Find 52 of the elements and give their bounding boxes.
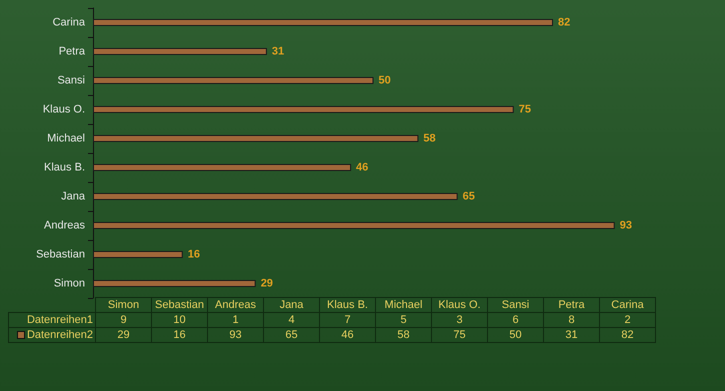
y-tick-label: Petra [58, 46, 86, 58]
y-tick-label: Klaus O. [42, 104, 85, 116]
data-label: 93 [620, 220, 632, 232]
data-label: 3 [432, 312, 488, 328]
data-label: 6 [488, 312, 544, 328]
data-label: 65 [264, 328, 320, 342]
data-label: 93 [208, 328, 264, 342]
y-tick-label: Carina [52, 16, 86, 28]
data-label: 75 [518, 104, 531, 116]
data-label: 46 [320, 328, 376, 342]
data-label: 16 [152, 328, 208, 342]
y-tick-label: Simon [54, 278, 85, 290]
data-label: 4 [264, 312, 320, 328]
data-label: 82 [558, 16, 570, 28]
data-label: 5 [376, 312, 432, 328]
data-label: 10 [152, 312, 208, 328]
y-tick-label: Sansi [57, 74, 85, 86]
category-label: Klaus B. [320, 298, 376, 312]
category-label: Michael [376, 298, 432, 312]
category-label: Klaus O. [432, 298, 488, 312]
data-label: 31 [272, 46, 284, 58]
data-label: 7 [320, 312, 376, 328]
data-label: 75 [432, 328, 488, 342]
data-label: 65 [462, 190, 475, 202]
category-label: Carina [600, 298, 656, 312]
data-label: 31 [544, 328, 600, 342]
data-label: 58 [423, 132, 436, 144]
y-tick-label: Michael [47, 132, 85, 144]
category-label: Sansi [488, 298, 544, 312]
data-label: 2 [600, 312, 656, 328]
data-label: 9 [96, 312, 152, 328]
data-label: 50 [488, 328, 544, 342]
data-label: 1 [208, 312, 264, 328]
category-label: Sebastian [152, 298, 208, 312]
y-tick-label: Andreas [44, 220, 86, 232]
category-label: Andreas [208, 298, 264, 312]
y-tick-label: Klaus B. [44, 162, 85, 174]
data-label: 8 [544, 312, 600, 328]
text: Datenreihen1 [8, 312, 96, 328]
y-tick-label: Sebastian [36, 248, 85, 260]
data-label: 29 [260, 278, 273, 290]
data-label: 29 [96, 328, 152, 342]
data-label: 82 [600, 328, 656, 342]
data-label: 46 [356, 162, 368, 174]
category-label: Jana [264, 298, 320, 312]
category-label: Petra [544, 298, 600, 312]
y-tick-label: Jana [61, 190, 86, 202]
category-label: Simon [96, 298, 152, 312]
legend-label: Datenreihen2 [8, 328, 96, 342]
data-label: 58 [376, 328, 432, 342]
data-label: 50 [378, 74, 391, 86]
data-label: 16 [188, 248, 200, 260]
